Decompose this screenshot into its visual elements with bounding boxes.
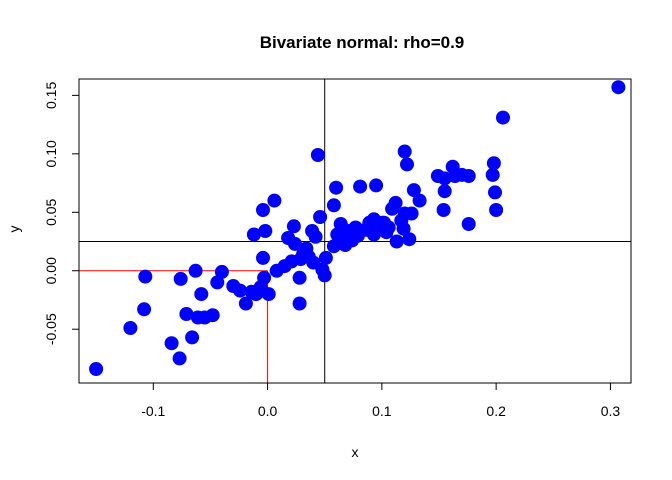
data-point (486, 156, 501, 171)
x-tick-label: -0.1 (141, 403, 165, 419)
y-axis: -0.05 0.00 0.05 0.10 0.15 (43, 82, 80, 345)
data-point (400, 157, 414, 172)
data-point (137, 302, 152, 317)
data-point (396, 221, 411, 236)
data-point (238, 296, 253, 311)
data-point (611, 80, 626, 95)
data-point (437, 184, 452, 199)
data-point (406, 183, 421, 198)
data-point (318, 250, 333, 265)
y-axis-label: y (6, 226, 22, 233)
y-tick-label: 0.10 (43, 140, 59, 167)
data-point (89, 362, 104, 376)
data-point (288, 236, 302, 251)
data-point (404, 206, 419, 221)
data-point (310, 148, 325, 162)
data-point (313, 210, 328, 224)
data-point (214, 264, 229, 279)
data-point (292, 296, 307, 311)
data-point (173, 271, 188, 286)
data-point (138, 269, 153, 284)
data-point (329, 180, 344, 195)
data-point (194, 287, 209, 302)
x-axis-label: x (352, 444, 359, 460)
x-axis: -0.1 0.0 0.1 0.2 0.3 (141, 382, 621, 419)
x-tick-label: 0.0 (258, 403, 278, 419)
data-point (179, 307, 194, 321)
data-point (461, 169, 476, 183)
data-point (188, 263, 203, 278)
y-tick-label: 0.05 (43, 198, 59, 225)
data-point (172, 351, 187, 366)
data-point (317, 268, 332, 283)
data-point (256, 250, 270, 265)
data-point (402, 232, 417, 247)
data-point (257, 270, 272, 285)
data-points (89, 80, 626, 376)
data-point (308, 229, 323, 244)
data-point (123, 321, 138, 335)
data-point (461, 217, 476, 231)
chart-title: Bivariate normal: rho=0.9 (260, 33, 465, 52)
data-point (267, 193, 282, 208)
data-point (389, 234, 404, 249)
data-point (292, 270, 307, 285)
data-point (488, 185, 502, 200)
data-point (369, 178, 384, 193)
data-point (205, 308, 220, 323)
data-point (185, 330, 200, 345)
x-tick-label: 0.1 (372, 403, 392, 419)
data-point (397, 144, 412, 159)
data-point (233, 283, 248, 298)
data-point (489, 203, 504, 217)
data-point (246, 227, 261, 242)
data-point (412, 193, 427, 208)
data-point (286, 219, 301, 234)
y-tick-label: 0.15 (43, 82, 59, 109)
data-point (326, 198, 341, 213)
data-point (164, 336, 179, 351)
data-point (485, 167, 500, 182)
data-point (261, 287, 276, 302)
data-point (353, 179, 368, 194)
data-point (381, 220, 396, 235)
data-point (436, 203, 451, 217)
x-tick-label: 0.2 (486, 403, 506, 419)
data-point (496, 110, 510, 125)
data-point (256, 203, 270, 217)
data-point (210, 275, 225, 290)
y-tick-label: 0.00 (43, 257, 59, 284)
data-point (388, 195, 403, 210)
y-tick-label: -0.05 (43, 313, 59, 345)
data-point (258, 224, 273, 238)
x-tick-label: 0.3 (601, 403, 621, 419)
